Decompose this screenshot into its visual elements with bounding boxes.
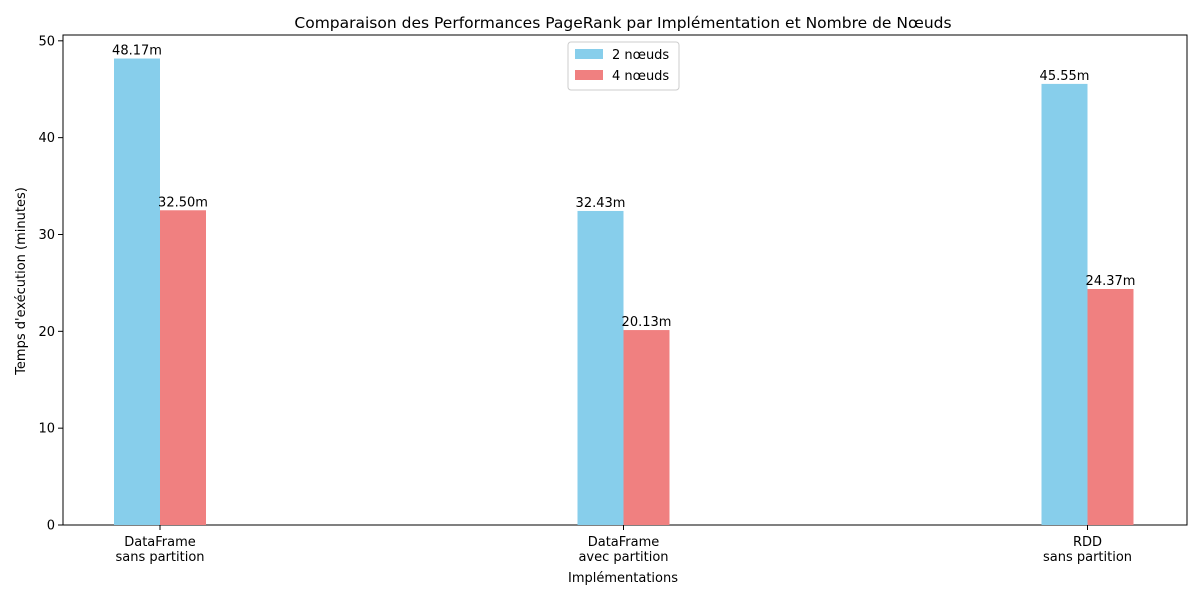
bar-value-label: 20.13m: [622, 315, 672, 330]
y-tick-label: 30: [38, 228, 55, 243]
y-tick-label: 40: [38, 131, 55, 146]
bar-value-label: 24.37m: [1086, 274, 1136, 289]
bar-4-noeuds-1: [623, 330, 670, 525]
bar-value-label: 48.17m: [112, 44, 162, 59]
y-axis: 0 10 20 30 40 50: [38, 34, 63, 534]
x-tick-label: DataFrame: [588, 535, 660, 550]
y-tick-label: 50: [38, 34, 55, 49]
bar-value-label: 32.50m: [158, 195, 208, 210]
bar-value-label: 45.55m: [1040, 69, 1090, 84]
bar-4-noeuds-2: [1087, 289, 1134, 525]
x-tick-label: sans partition: [115, 550, 204, 565]
y-axis-label: Temps d'exécution (minutes): [14, 187, 29, 376]
chart-title: Comparaison des Performances PageRank pa…: [294, 14, 951, 32]
legend: 2 nœuds 4 nœuds: [567, 41, 680, 91]
legend-label: 4 nœuds: [612, 69, 669, 84]
bar-value-label: 32.43m: [576, 196, 626, 211]
x-axis-label: Implémentations: [568, 571, 678, 586]
legend-swatch-2-noeuds: [575, 49, 603, 59]
x-tick-label: avec partition: [578, 550, 668, 565]
bar-2-noeuds-0: [114, 58, 160, 526]
bar-4-noeuds-0: [160, 210, 206, 525]
legend-swatch-4-noeuds: [575, 70, 603, 80]
bar-labels: 48.17m 32.43m 45.55m 32.50m 20.13m 24.37m: [112, 44, 1135, 331]
legend-label: 2 nœuds: [612, 48, 669, 63]
bar-2-noeuds-2: [1041, 83, 1088, 525]
bar-2-noeuds-1: [577, 210, 624, 526]
y-tick-label: 10: [38, 422, 55, 437]
y-tick-label: 20: [38, 325, 55, 340]
bars: [114, 58, 1134, 526]
x-tick-label: RDD: [1073, 535, 1102, 550]
y-tick-label: 0: [47, 519, 55, 534]
x-tick-label: sans partition: [1043, 550, 1132, 565]
x-tick-label: DataFrame: [124, 535, 196, 550]
